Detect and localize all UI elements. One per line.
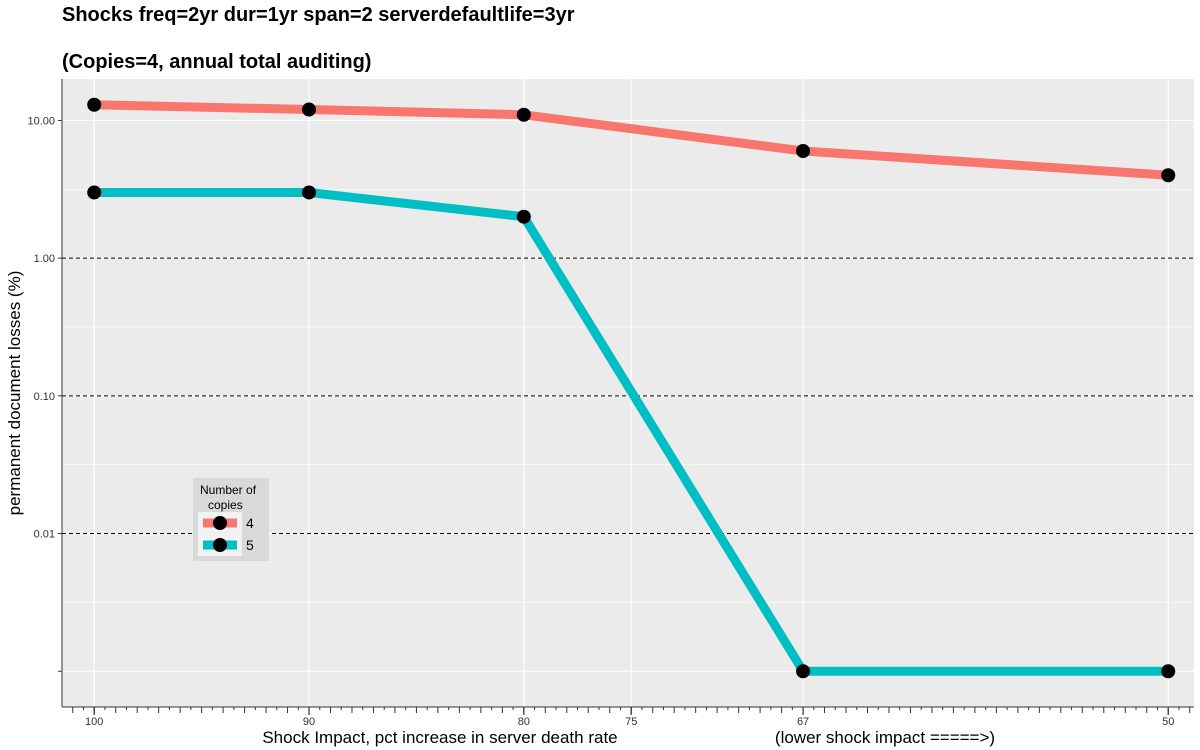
legend-title-line1: Number of — [200, 483, 257, 497]
axes: 10.00 1.00 0.10 0.01 100 90 80 75 67 50 — [27, 79, 1194, 728]
x-axis-note: (lower shock impact =====>) — [775, 728, 995, 747]
chart-subtitle: (Copies=4, annual total auditing) — [62, 51, 372, 73]
x-tick-label: 67 — [797, 716, 809, 728]
data-point-series-4 — [87, 97, 102, 112]
x-tick-label: 50 — [1162, 716, 1174, 728]
data-points — [87, 97, 1176, 679]
legend-label-4: 4 — [246, 515, 254, 531]
y-tick-label: 0.01 — [34, 529, 55, 541]
x-tick-label: 80 — [518, 716, 530, 728]
legend-label-5: 5 — [246, 537, 254, 553]
x-tick-label: 100 — [85, 716, 103, 728]
legend-key-point-5 — [213, 538, 227, 552]
data-point-series-4 — [302, 102, 317, 117]
y-tick-label: 10.00 — [27, 115, 55, 127]
chart-title: Shocks freq=2yr dur=1yr span=2 serverdef… — [62, 4, 575, 26]
y-tick-label: 0.10 — [34, 391, 55, 403]
legend: Number of copies 4 5 — [193, 478, 269, 561]
data-point-series-5 — [1161, 664, 1176, 679]
legend-title-line2: copies — [208, 498, 243, 512]
legend-key-point-4 — [213, 516, 227, 530]
data-point-series-5 — [796, 664, 811, 679]
x-axis-title: Shock Impact, pct increase in server dea… — [262, 728, 617, 747]
x-tick-label: 90 — [303, 716, 315, 728]
x-tick-label: 75 — [625, 716, 637, 728]
data-point-series-5 — [87, 185, 102, 200]
data-point-series-4 — [796, 143, 811, 158]
y-axis-title: permanent document losses (%) — [5, 271, 24, 516]
data-point-series-4 — [1161, 168, 1176, 183]
data-point-series-4 — [516, 107, 531, 122]
y-tick-label: 1.00 — [34, 253, 55, 265]
data-point-series-5 — [302, 185, 317, 200]
data-point-series-5 — [516, 209, 531, 224]
